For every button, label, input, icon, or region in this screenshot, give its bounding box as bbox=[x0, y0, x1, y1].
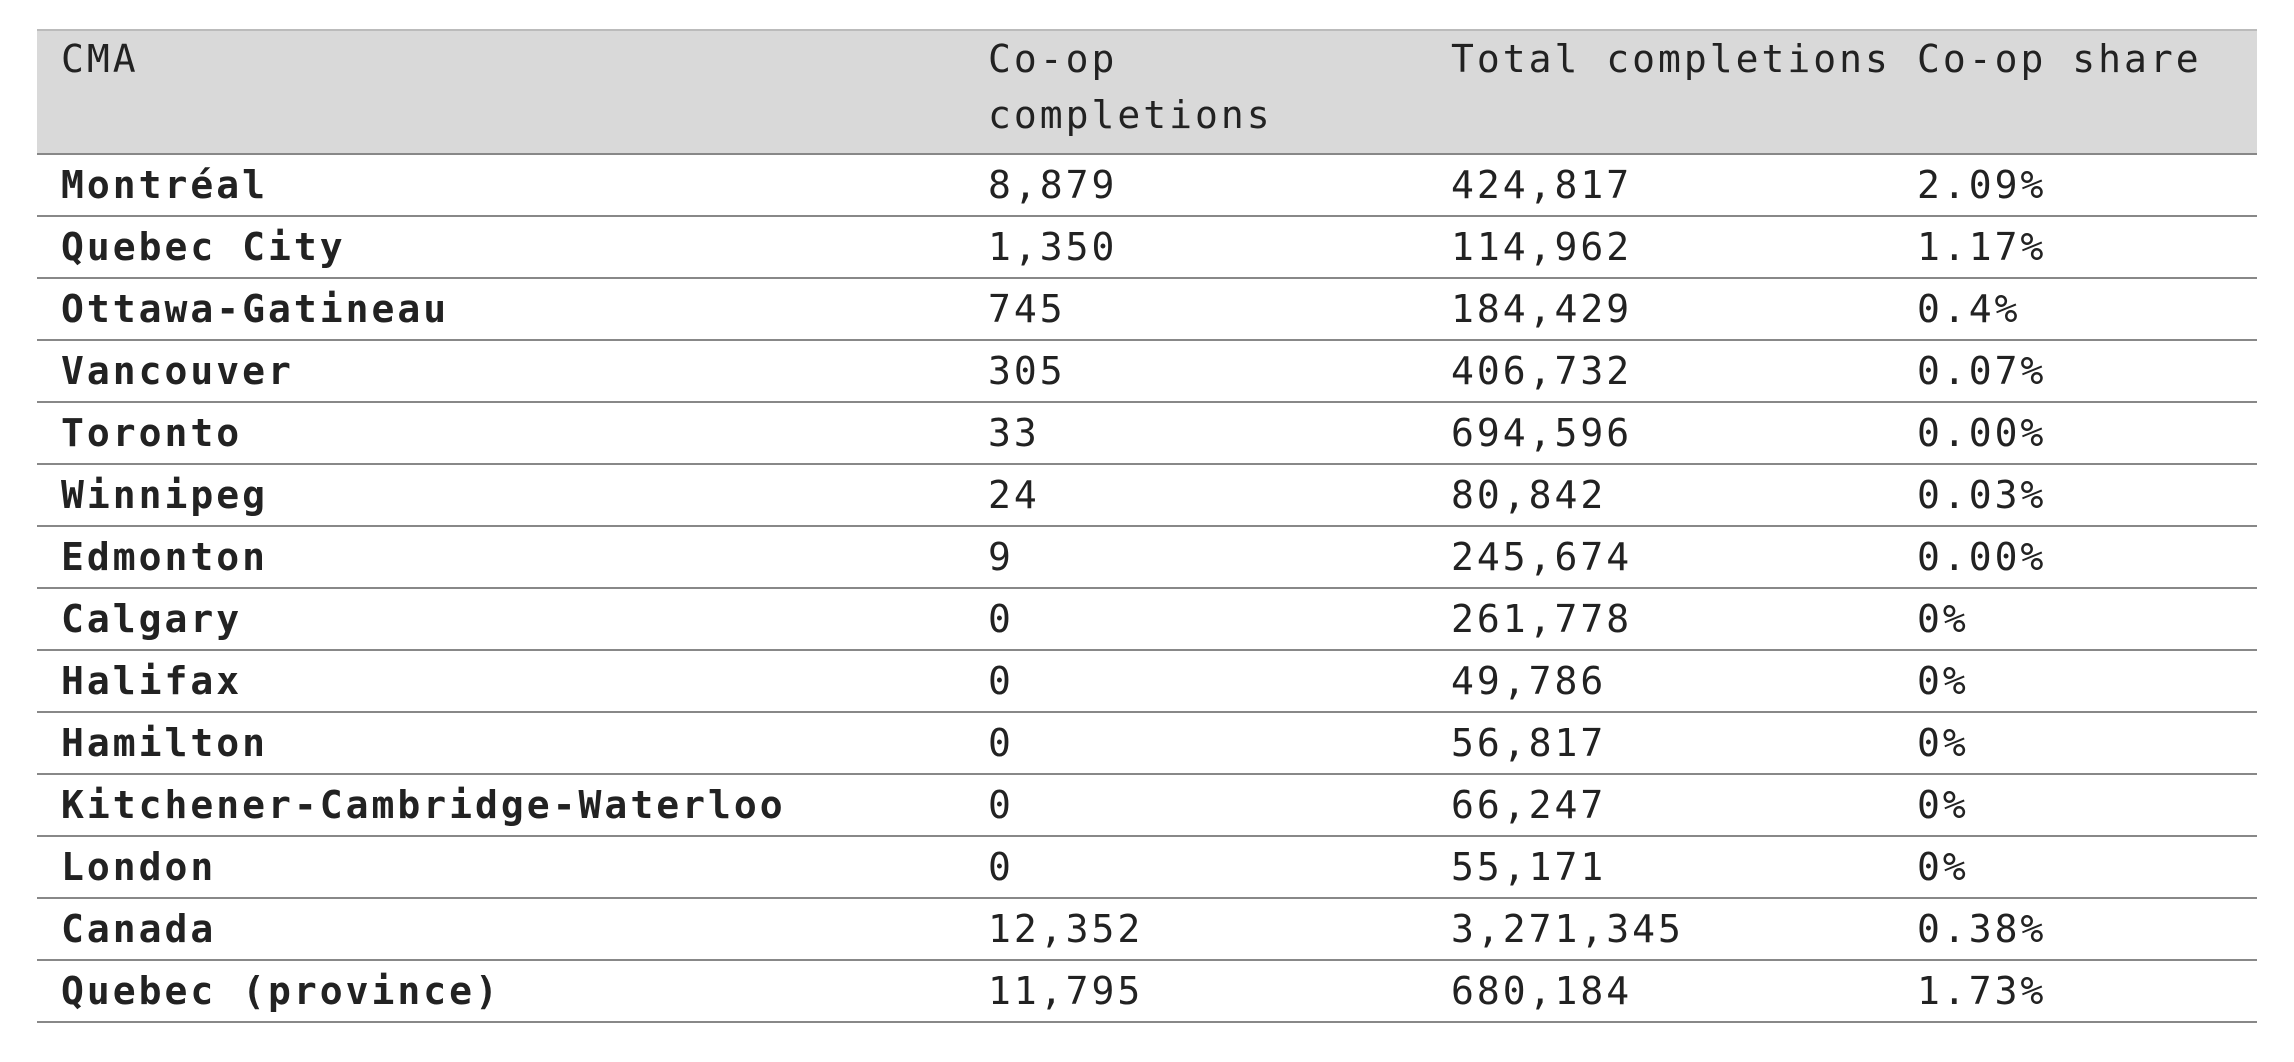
row-label: Ottawa-Gatineau bbox=[37, 278, 964, 341]
table-row: Calgary 0 261,778 0% bbox=[37, 588, 2257, 651]
column-header: Total completions bbox=[1427, 29, 1893, 155]
header-row: CMA Co-op completions Total completions Co-… bbox=[37, 29, 2257, 155]
row-label: Halifax bbox=[37, 650, 964, 713]
table-cell: 0.00% bbox=[1893, 402, 2257, 465]
table-cell: 0 bbox=[964, 836, 1427, 899]
row-label: Kitchener-Cambridge-Waterloo bbox=[37, 774, 964, 837]
table-cell: 680,184 bbox=[1427, 960, 1893, 1023]
table-row: Winnipeg 24 80,842 0.03% bbox=[37, 464, 2257, 527]
row-label: Quebec (province) bbox=[37, 960, 964, 1023]
row-label: Edmonton bbox=[37, 526, 964, 589]
table-row: Quebec (province) 11,795 680,184 1.73% bbox=[37, 960, 2257, 1023]
table-cell: 49,786 bbox=[1427, 650, 1893, 713]
row-label: Canada bbox=[37, 898, 964, 961]
table-cell: 114,962 bbox=[1427, 216, 1893, 279]
table-cell: 1.17% bbox=[1893, 216, 2257, 279]
table-row: Edmonton 9 245,674 0.00% bbox=[37, 526, 2257, 589]
row-label: Winnipeg bbox=[37, 464, 964, 527]
row-label: Calgary bbox=[37, 588, 964, 651]
table-cell: 66,247 bbox=[1427, 774, 1893, 837]
table-cell: 0% bbox=[1893, 588, 2257, 651]
table-row: Kitchener-Cambridge-Waterloo 0 66,247 0% bbox=[37, 774, 2257, 837]
table-cell: 1,350 bbox=[964, 216, 1427, 279]
table-row: Montréal 8,879 424,817 2.09% bbox=[37, 154, 2257, 217]
table-cell: 9 bbox=[964, 526, 1427, 589]
table-cell: 3,271,345 bbox=[1427, 898, 1893, 961]
table-cell: 0.00% bbox=[1893, 526, 2257, 589]
table-row: Halifax 0 49,786 0% bbox=[37, 650, 2257, 713]
row-label: London bbox=[37, 836, 964, 899]
data-table: CMA Co-op completions Total completions Co-… bbox=[37, 29, 2257, 1023]
row-label: Toronto bbox=[37, 402, 964, 465]
table-cell: 424,817 bbox=[1427, 154, 1893, 217]
table-cell: 245,674 bbox=[1427, 526, 1893, 589]
table-cell: 56,817 bbox=[1427, 712, 1893, 775]
column-header: Co-op completions bbox=[964, 29, 1427, 155]
table-cell: 55,171 bbox=[1427, 836, 1893, 899]
table-cell: 694,596 bbox=[1427, 402, 1893, 465]
column-header: Co-op share bbox=[1893, 29, 2257, 155]
table-body: Montréal 8,879 424,817 2.09% Quebec City 1,35… bbox=[37, 154, 2257, 1023]
table-cell: 0% bbox=[1893, 712, 2257, 775]
table-cell: 0 bbox=[964, 588, 1427, 651]
table-cell: 0% bbox=[1893, 774, 2257, 837]
table-row: Vancouver 305 406,732 0.07% bbox=[37, 340, 2257, 403]
table-cell: 0.38% bbox=[1893, 898, 2257, 961]
table-row: Quebec City 1,350 114,962 1.17% bbox=[37, 216, 2257, 279]
table-cell: 0.07% bbox=[1893, 340, 2257, 403]
table-cell: 0 bbox=[964, 774, 1427, 837]
row-label: Quebec City bbox=[37, 216, 964, 279]
row-label: Montréal bbox=[37, 154, 964, 217]
table-cell: 184,429 bbox=[1427, 278, 1893, 341]
table-cell: 12,352 bbox=[964, 898, 1427, 961]
table-cell: 0% bbox=[1893, 836, 2257, 899]
table-cell: 305 bbox=[964, 340, 1427, 403]
table-cell: 11,795 bbox=[964, 960, 1427, 1023]
table-cell: 80,842 bbox=[1427, 464, 1893, 527]
table-cell: 0% bbox=[1893, 650, 2257, 713]
table-row: Canada 12,352 3,271,345 0.38% bbox=[37, 898, 2257, 961]
table-cell: 8,879 bbox=[964, 154, 1427, 217]
table-cell: 261,778 bbox=[1427, 588, 1893, 651]
table-cell: 1.73% bbox=[1893, 960, 2257, 1023]
table-cell: 24 bbox=[964, 464, 1427, 527]
table-row: Toronto 33 694,596 0.00% bbox=[37, 402, 2257, 465]
table-cell: 2.09% bbox=[1893, 154, 2257, 217]
table-row: Ottawa-Gatineau 745 184,429 0.4% bbox=[37, 278, 2257, 341]
table-cell: 0 bbox=[964, 650, 1427, 713]
table-cell: 33 bbox=[964, 402, 1427, 465]
table-cell: 0.03% bbox=[1893, 464, 2257, 527]
table-row: Hamilton 0 56,817 0% bbox=[37, 712, 2257, 775]
table-cell: 406,732 bbox=[1427, 340, 1893, 403]
row-label: Hamilton bbox=[37, 712, 964, 775]
row-label: Vancouver bbox=[37, 340, 964, 403]
table-row: London 0 55,171 0% bbox=[37, 836, 2257, 899]
column-header: CMA bbox=[37, 29, 964, 155]
table-cell: 0.4% bbox=[1893, 278, 2257, 341]
table-cell: 745 bbox=[964, 278, 1427, 341]
table-cell: 0 bbox=[964, 712, 1427, 775]
